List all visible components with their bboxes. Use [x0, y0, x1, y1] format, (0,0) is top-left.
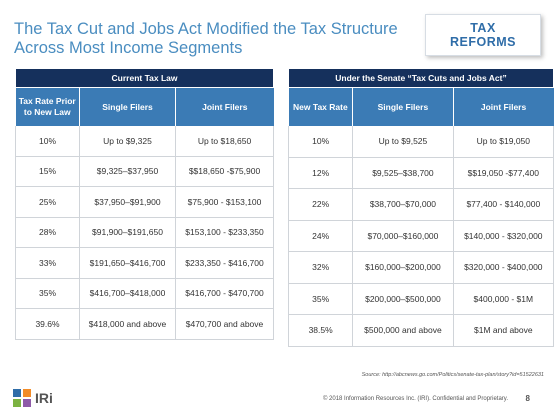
rate-cell: 10%: [15, 126, 80, 157]
table-row: 12% $9,525–$38,700 $$19,050 -$77,400: [287, 157, 554, 189]
senate-table-heading: Under the Senate “Tax Cuts and Jobs Act”: [288, 68, 554, 88]
rate-cell: 25%: [15, 186, 80, 218]
rate-cell: 39.6%: [15, 308, 80, 340]
iri-logo: IRi: [12, 388, 53, 408]
table-row: 10% Up to $9,325 Up to $18,650: [15, 126, 275, 157]
joint-cell: $153,100 - $233,350: [175, 217, 275, 248]
table-row: 10% Up to $9,525 Up to $19,050: [287, 126, 554, 158]
column-header-rate: Tax Rate Prior to New Law: [15, 87, 80, 126]
table-row: 15% $9,325–$37,950 $$18,650 -$75,900: [15, 156, 275, 187]
joint-cell: $75,900 - $153,100: [175, 186, 275, 218]
rate-cell: 38.5%: [287, 314, 354, 347]
table-row: 25% $37,950–$91,900 $75,900 - $153,100: [15, 186, 275, 218]
table-row: 35% $200,000–$500,000 $400,000 - $1M: [287, 283, 554, 315]
joint-cell: $77,400 - $140,000: [453, 188, 554, 221]
table-row: 39.6% $418,000 and above $470,700 and ab…: [15, 308, 275, 340]
column-header-single: Single Filers: [79, 87, 176, 126]
joint-cell: $320,000 - $400,000: [453, 251, 554, 284]
copyright-notice: © 2018 Information Resources Inc. (IRI).…: [322, 396, 508, 402]
joint-cell: Up to $18,650: [175, 126, 275, 157]
rate-cell: 35%: [15, 278, 80, 309]
table-row: 38.5% $500,000 and above $1M and above: [287, 314, 554, 347]
single-cell: $200,000–$500,000: [352, 283, 454, 315]
slide-footer: IRi © 2018 Information Resources Inc. (I…: [0, 388, 554, 416]
tax-reforms-badge: TAX REFORMS: [425, 14, 541, 56]
rate-cell: 24%: [287, 220, 354, 252]
joint-cell: $233,350 - $416,700: [175, 247, 275, 279]
badge-line-1: TAX: [470, 21, 496, 35]
slide-title: The Tax Cut and Jobs Act Modified the Ta…: [14, 20, 398, 57]
logo-text: IRi: [35, 390, 53, 406]
single-cell: Up to $9,525: [352, 126, 454, 158]
joint-cell: $140,000 - $320,000: [453, 220, 554, 252]
rate-cell: 28%: [15, 217, 80, 248]
iri-logo-icon: [13, 389, 31, 407]
joint-cell: Up to $19,050: [453, 126, 554, 158]
rate-cell: 22%: [287, 188, 354, 221]
rate-cell: 32%: [287, 251, 354, 284]
joint-cell: $470,700 and above: [175, 308, 275, 340]
single-cell: $500,000 and above: [352, 314, 454, 347]
single-cell: $9,325–$37,950: [79, 156, 176, 187]
table-row: 33% $191,650–$416,700 $233,350 - $416,70…: [15, 247, 275, 279]
table-row: 28% $91,900–$191,650 $153,100 - $233,350: [15, 217, 275, 248]
single-cell: $70,000–$160,000: [352, 220, 454, 252]
rate-cell: 12%: [287, 157, 354, 189]
page-number: 8: [525, 394, 530, 403]
current-table-heading: Current Tax Law: [14, 68, 275, 88]
rate-cell: 10%: [287, 126, 354, 158]
single-cell: $191,650–$416,700: [79, 247, 176, 279]
joint-cell: $$19,050 -$77,400: [453, 157, 554, 189]
current-tax-law-table: Current Tax Law Tax Rate Prior to New La…: [14, 68, 275, 340]
single-cell: $416,700–$418,000: [79, 278, 176, 309]
joint-cell: $400,000 - $1M: [453, 283, 554, 315]
single-cell: $418,000 and above: [79, 308, 176, 340]
column-header-single: Single Filers: [352, 87, 454, 126]
joint-cell: $1M and above: [453, 314, 554, 347]
column-header-joint: Joint Filers: [175, 87, 274, 126]
badge-line-2: REFORMS: [450, 35, 516, 49]
joint-cell: $$18,650 -$75,900: [175, 156, 275, 187]
rate-cell: 35%: [287, 283, 354, 315]
single-cell: $38,700–$70,000: [352, 188, 454, 221]
table-row: 32% $160,000–$200,000 $320,000 - $400,00…: [287, 251, 554, 284]
table-row: 35% $416,700–$418,000 $416,700 - $470,70…: [15, 278, 275, 309]
joint-cell: $416,700 - $470,700: [175, 278, 275, 309]
single-cell: $9,525–$38,700: [352, 157, 454, 189]
column-header-rate: New Tax Rate: [288, 87, 354, 126]
rate-cell: 33%: [15, 247, 80, 279]
table-row: 22% $38,700–$70,000 $77,400 - $140,000: [287, 188, 554, 221]
column-header-joint: Joint Filers: [453, 87, 554, 126]
senate-tax-act-table: Under the Senate “Tax Cuts and Jobs Act”…: [287, 68, 554, 347]
single-cell: $91,900–$191,650: [79, 217, 176, 248]
single-cell: $160,000–$200,000: [352, 251, 454, 284]
table-row: 24% $70,000–$160,000 $140,000 - $320,000: [287, 220, 554, 252]
single-cell: Up to $9,325: [79, 126, 176, 157]
single-cell: $37,950–$91,900: [79, 186, 176, 218]
source-citation: Source: http://abcnews.go.com/Politics/s…: [361, 372, 544, 378]
rate-cell: 15%: [15, 156, 80, 187]
